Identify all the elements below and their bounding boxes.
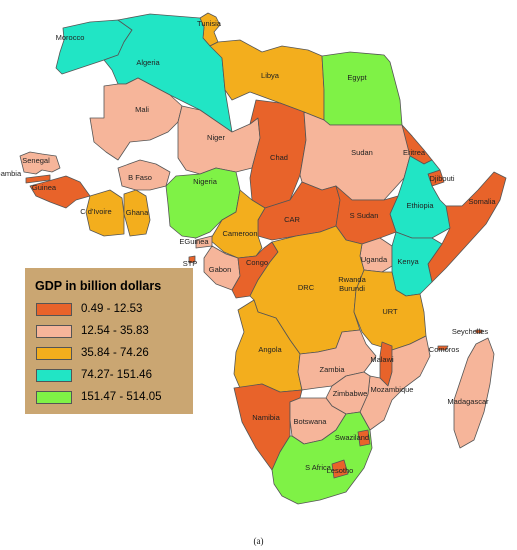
country-s-africa bbox=[271, 411, 373, 505]
legend-row-1: 0.49 - 12.53 bbox=[36, 301, 142, 317]
country-label-sudan: Sudan bbox=[351, 148, 373, 157]
country-label-comoros: Comoros bbox=[429, 345, 460, 354]
legend-swatch-2 bbox=[36, 324, 72, 338]
country-label-eritrea: Eritrea bbox=[403, 148, 426, 157]
country-label-congo: Congo bbox=[246, 258, 268, 267]
country-ghana bbox=[123, 189, 151, 237]
country-label-urt: URT bbox=[382, 307, 398, 316]
legend-row-5: 151.47 - 514.05 bbox=[36, 389, 162, 405]
country-label-lesotho: Lesotho bbox=[327, 466, 354, 475]
country-gambia bbox=[25, 174, 51, 184]
country-c-d-ivoire bbox=[85, 189, 125, 237]
country-label-car: CAR bbox=[284, 215, 300, 224]
country-label-seychelles: Seychelles bbox=[452, 327, 489, 336]
legend: GDP in billion dollars 0.49 - 12.53 12.5… bbox=[25, 268, 193, 414]
country-label-niger: Niger bbox=[207, 133, 225, 142]
legend-swatch-3 bbox=[36, 346, 72, 360]
country-label-mozambique: Mozambique bbox=[371, 385, 414, 394]
country-senegal bbox=[19, 151, 61, 175]
country-polygons bbox=[19, 12, 507, 505]
country-label-swaziland: Swaziland bbox=[335, 433, 369, 442]
country-label-burundi: Burundi bbox=[339, 284, 365, 293]
figure-caption: (a) bbox=[253, 536, 264, 546]
country-label-gabon: Gabon bbox=[209, 265, 232, 274]
country-label-zambia: Zambia bbox=[319, 365, 345, 374]
country-label-tunisia: Tunisia bbox=[197, 19, 222, 28]
legend-label-1: 0.49 - 12.53 bbox=[81, 303, 143, 315]
legend-label-5: 151.47 - 514.05 bbox=[81, 391, 162, 403]
country-label-rwanda: Rwanda bbox=[338, 275, 366, 284]
country-egypt bbox=[321, 51, 403, 126]
legend-swatch-4 bbox=[36, 368, 72, 382]
country-label-guinea: Guinea bbox=[32, 183, 57, 192]
country-stp bbox=[188, 255, 196, 264]
legend-swatch-1 bbox=[36, 302, 72, 316]
country-swaziland bbox=[357, 429, 371, 447]
country-label-angola: Angola bbox=[258, 345, 282, 354]
country-label-ethiopia: Ethiopia bbox=[406, 201, 434, 210]
country-label-s-sudan: S Sudan bbox=[350, 211, 379, 220]
country-label-cameroon: Cameroon bbox=[222, 229, 257, 238]
legend-label-4: 74.27- 151.46 bbox=[81, 369, 152, 381]
country-label-senegal: Senegal bbox=[22, 156, 50, 165]
country-label-c-d-ivoire: C d'Ivoire bbox=[80, 207, 111, 216]
country-label-algeria: Algeria bbox=[136, 58, 160, 67]
legend-label-2: 12.54 - 35.83 bbox=[81, 325, 149, 337]
country-label-chad: Chad bbox=[270, 153, 288, 162]
country-label-botswana: Botswana bbox=[294, 417, 328, 426]
country-mozambique bbox=[359, 335, 431, 431]
country-label-stp: STP bbox=[183, 259, 198, 268]
country-label-malawi: Malawi bbox=[370, 355, 394, 364]
country-label-uganda: Uganda bbox=[361, 255, 388, 264]
country-comoros bbox=[437, 345, 449, 351]
country-label-libya: Libya bbox=[261, 71, 280, 80]
country-label-madagascar: Madagascar bbox=[447, 397, 489, 406]
legend-swatch-5 bbox=[36, 390, 72, 404]
country-guinea bbox=[29, 175, 91, 209]
legend-label-3: 35.84 - 74.26 bbox=[81, 347, 149, 359]
country-lesotho bbox=[331, 459, 349, 479]
country-label-eguinea: EGuinea bbox=[179, 237, 209, 246]
country-zambia bbox=[297, 329, 377, 391]
country-seychelles bbox=[475, 329, 483, 334]
country-label-kenya: Kenya bbox=[397, 257, 419, 266]
country-madagascar bbox=[453, 337, 495, 449]
country-label-drc: DRC bbox=[298, 283, 315, 292]
legend-row-2: 12.54 - 35.83 bbox=[36, 323, 149, 339]
country-label-s-africa: S Africa bbox=[305, 463, 332, 472]
country-label-zimbabwe: Zimbabwe bbox=[333, 389, 368, 398]
legend-title: GDP in billion dollars bbox=[35, 279, 162, 293]
legend-row-4: 74.27- 151.46 bbox=[36, 367, 152, 383]
country-s-sudan bbox=[335, 185, 399, 245]
country-label-djibouti: Djibouti bbox=[429, 174, 454, 183]
country-label-somalia: Somalia bbox=[468, 197, 496, 206]
country-label-egypt: Egypt bbox=[347, 73, 367, 82]
country-label-namibia: Namibia bbox=[252, 413, 280, 422]
country-label-ghana: Ghana bbox=[126, 208, 149, 217]
country-label-b-faso: B Faso bbox=[128, 173, 152, 182]
legend-row-3: 35.84 - 74.26 bbox=[36, 345, 149, 361]
country-labels: Tunisia Morocco Algeria Libya Egypt Mali Niger… bbox=[0, 19, 496, 475]
country-label-nigeria: Nigeria bbox=[193, 177, 218, 186]
country-label-gambia: Gambia bbox=[0, 169, 22, 178]
country-mali bbox=[89, 77, 183, 161]
country-label-morocco: Morocco bbox=[56, 33, 85, 42]
country-label-mali: Mali bbox=[135, 105, 149, 114]
